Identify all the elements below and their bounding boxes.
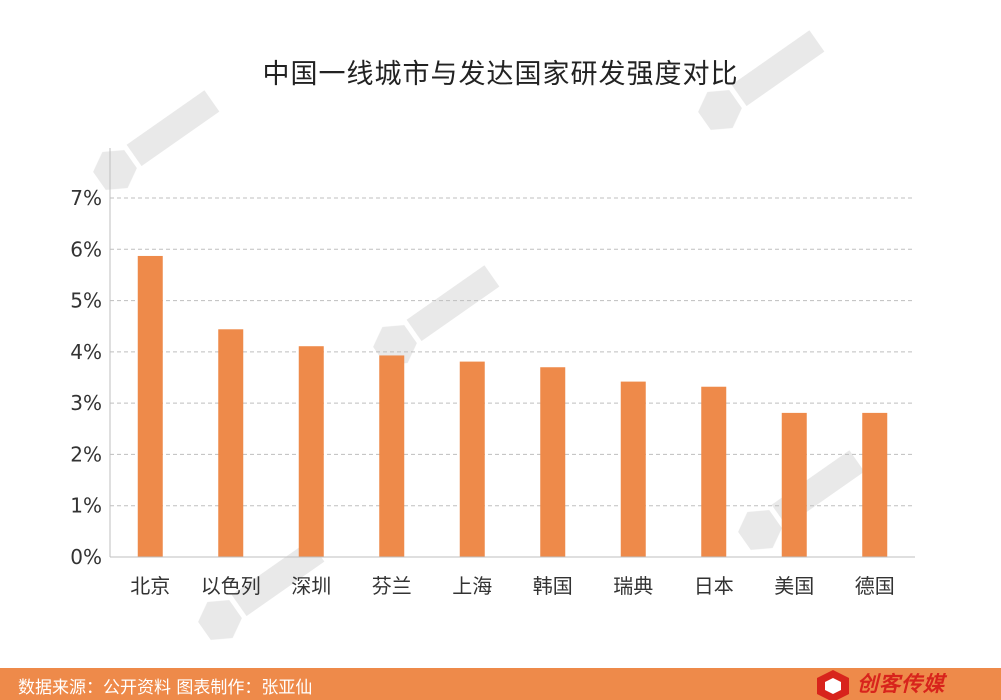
watermark-logo xyxy=(698,30,825,130)
bar xyxy=(459,361,485,557)
y-axis: 0% 1% 2% 3% 4% 5% 6% 7% xyxy=(70,148,111,569)
x-tick-label: 深圳 xyxy=(291,574,331,598)
y-tick-label: 4% xyxy=(70,340,102,364)
bar xyxy=(862,412,888,557)
watermark-logo xyxy=(198,540,325,640)
y-tick-label: 7% xyxy=(70,186,102,210)
y-tick-label: 5% xyxy=(70,289,102,313)
brand-logo: 创客传媒 xyxy=(809,668,989,700)
bar xyxy=(137,255,163,557)
logo-text: 创客传媒 xyxy=(857,672,945,696)
bar xyxy=(701,386,727,557)
bar xyxy=(298,346,324,557)
x-tick-label: 瑞典 xyxy=(613,574,653,598)
x-tick-label: 日本 xyxy=(694,574,734,598)
logo-cube-icon xyxy=(817,670,849,700)
bar xyxy=(540,367,566,557)
y-tick-label: 1% xyxy=(70,494,102,518)
bar-chart: 0% 1% 2% 3% 4% 5% 6% 7% 北京 以色列 深圳 芬兰 上海 韩国 瑞典 日本 美国 德国 xyxy=(70,30,915,640)
x-tick-label: 韩国 xyxy=(533,574,573,598)
gridlines xyxy=(110,197,915,507)
x-tick-label: 德国 xyxy=(855,574,895,598)
x-tick-label: 美国 xyxy=(774,574,814,598)
bars xyxy=(137,255,888,557)
y-tick-label: 3% xyxy=(70,391,102,415)
x-tick-label: 北京 xyxy=(130,574,170,598)
y-tick-label: 0% xyxy=(70,545,102,569)
bar xyxy=(620,381,646,557)
y-tick-label: 6% xyxy=(70,237,102,261)
bar xyxy=(218,329,244,557)
bar xyxy=(379,355,405,557)
chart-title: 中国一线城市与发达国家研发强度对比 xyxy=(262,59,739,90)
y-tick-label: 2% xyxy=(70,442,102,466)
x-tick-label: 上海 xyxy=(452,574,492,598)
x-tick-label: 以色列 xyxy=(201,574,261,598)
watermark-logo xyxy=(93,90,220,190)
source-note: 数据来源：公开资料 图表制作：张亚仙 xyxy=(18,678,313,698)
footer-bar: 数据来源：公开资料 图表制作：张亚仙 创客传媒 xyxy=(0,668,1001,700)
watermark-logo xyxy=(373,265,500,365)
x-tick-label: 芬兰 xyxy=(372,574,412,598)
bar xyxy=(781,412,807,557)
x-axis: 北京 以色列 深圳 芬兰 上海 韩国 瑞典 日本 美国 德国 xyxy=(110,556,915,598)
